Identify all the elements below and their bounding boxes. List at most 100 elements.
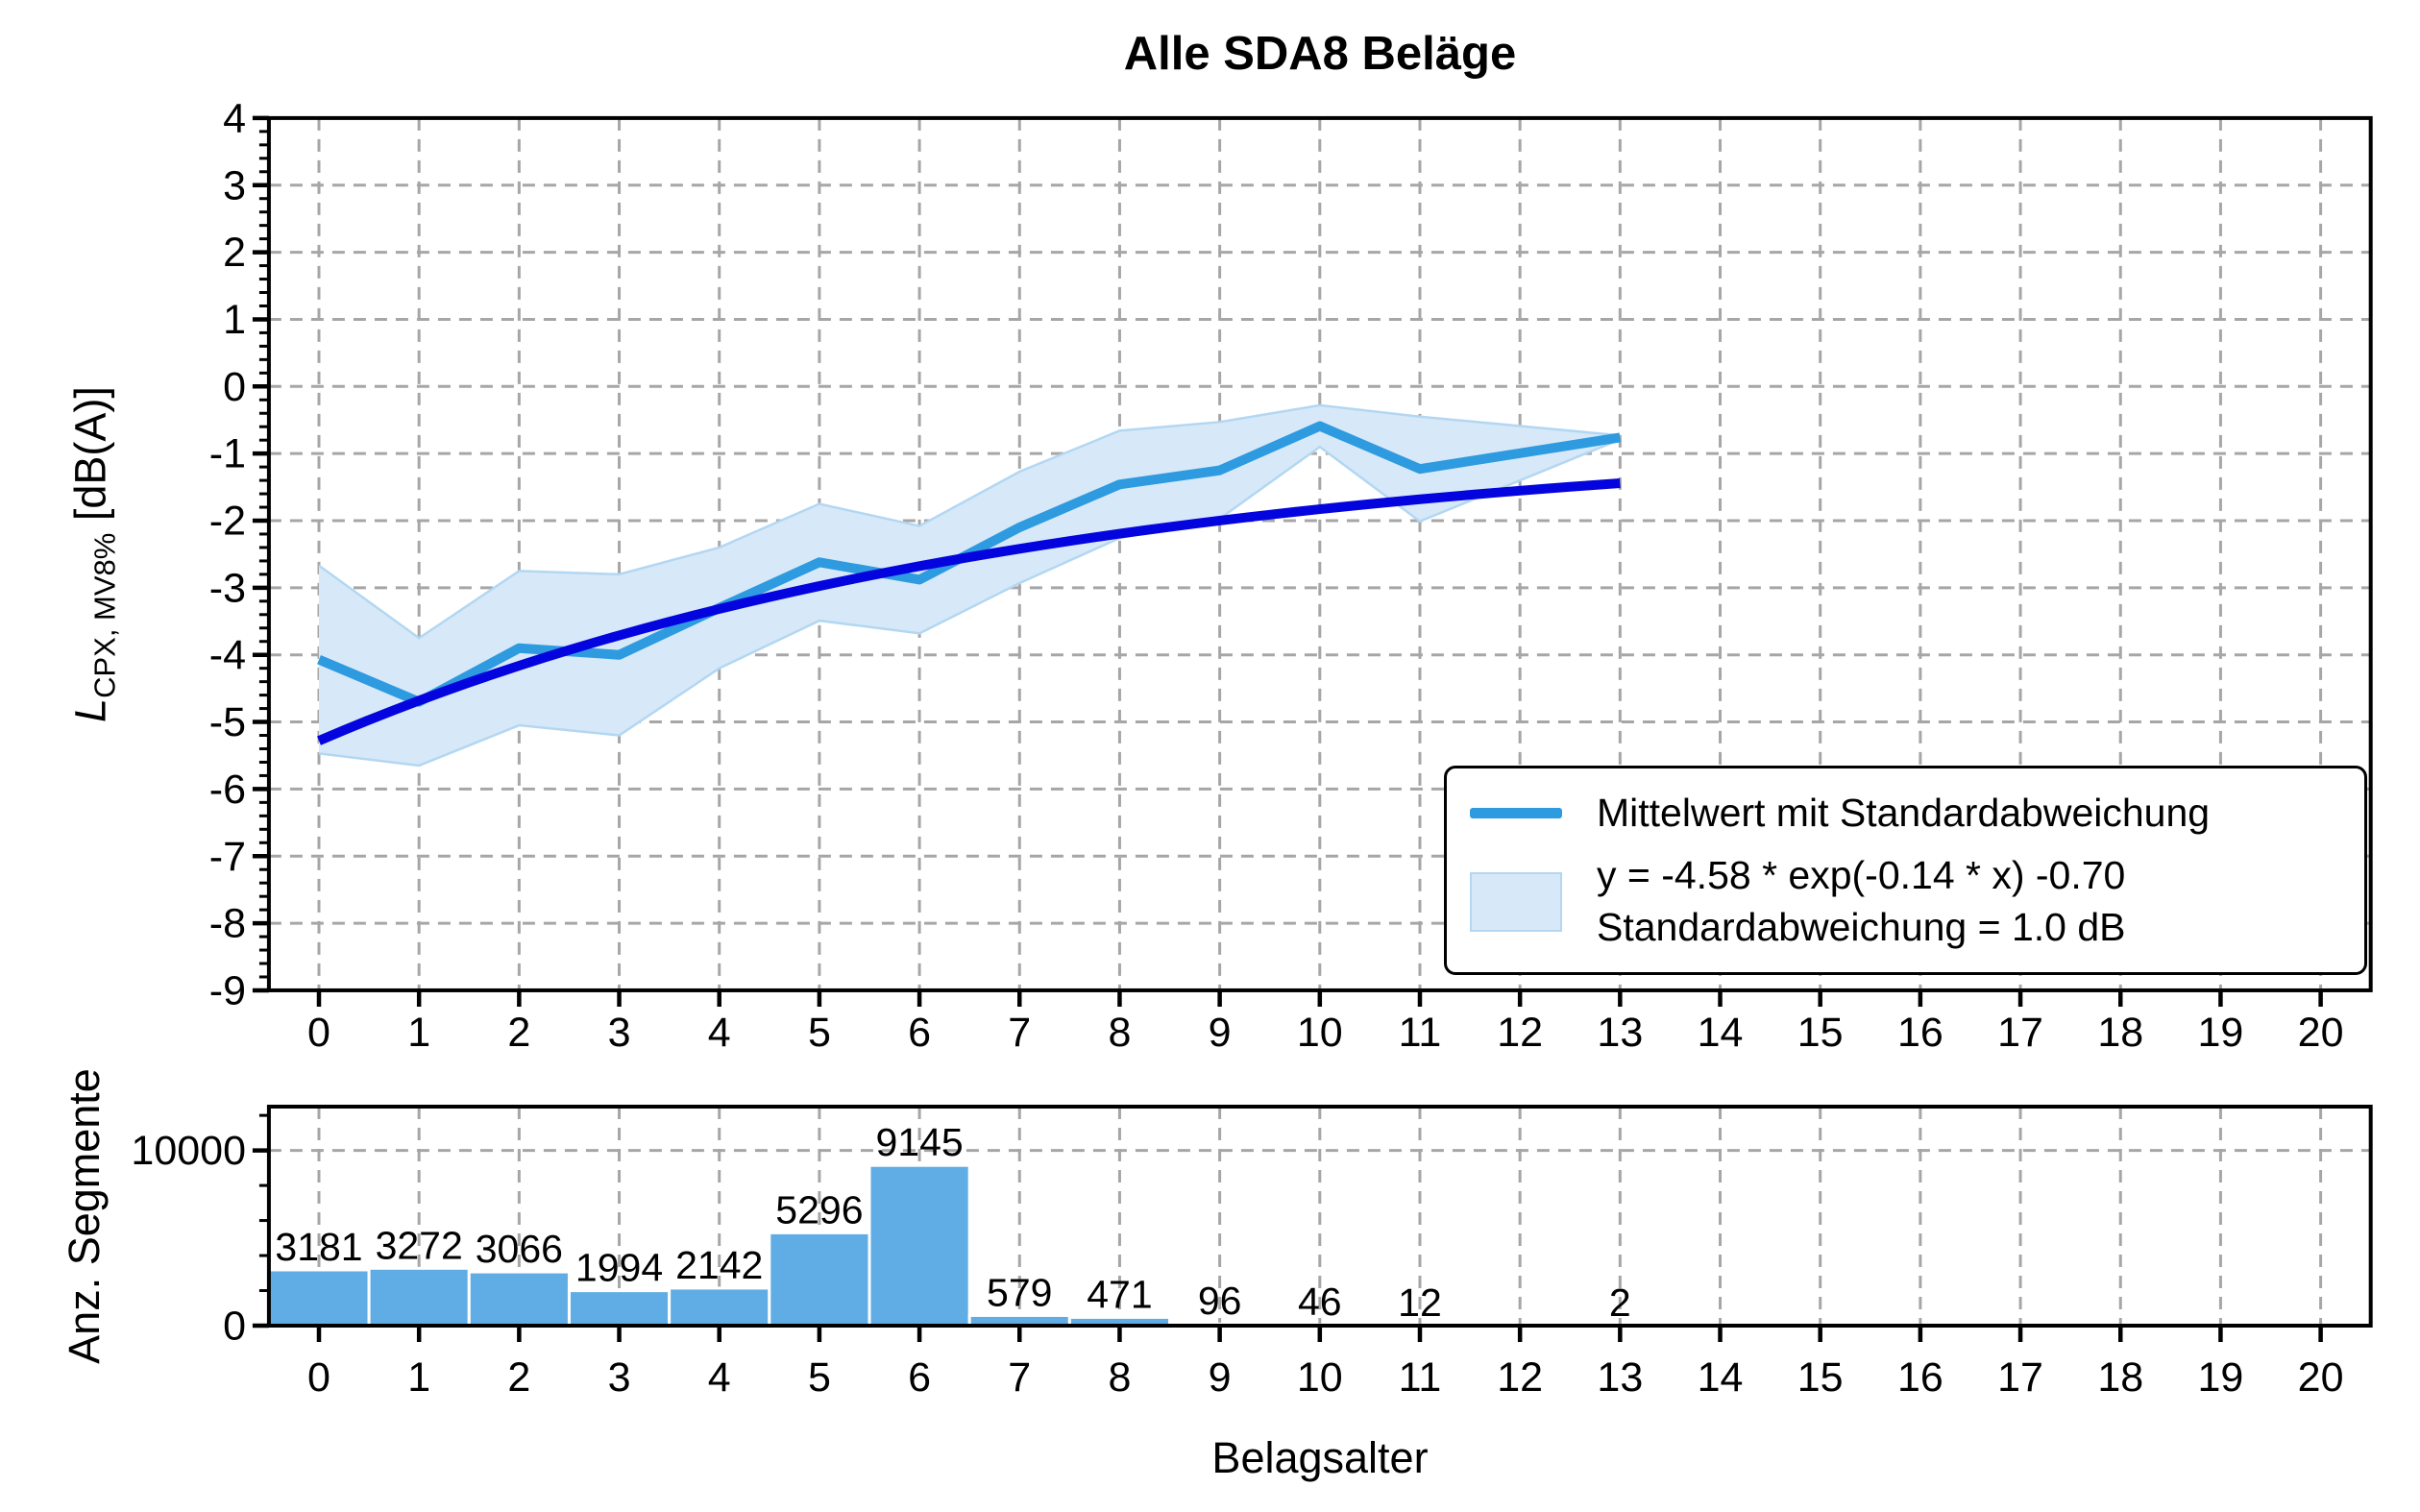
legend-row-mean: Mittelwert mit Standardabweichung <box>1470 788 2341 839</box>
bottom-ticks <box>252 1113 2323 1342</box>
bar-value-label: 2142 <box>675 1243 763 1287</box>
top-x-tick-label: 8 <box>1108 1010 1131 1056</box>
bottom-x-tick-label: 2 <box>507 1354 530 1401</box>
top-y-tick-label: -2 <box>209 499 246 545</box>
top-x-tick-label: 14 <box>1698 1010 1744 1056</box>
top-y-tick-label: 2 <box>223 230 246 276</box>
bar-value-label: 3181 <box>275 1225 362 1269</box>
top-y-tick-label: -5 <box>209 699 246 745</box>
bar <box>868 1163 971 1328</box>
legend-mean-label: Mittelwert mit Standardabweichung <box>1597 791 2211 836</box>
top-y-tick-label: -1 <box>209 431 246 477</box>
bottom-x-tick-label: 19 <box>2197 1354 2243 1401</box>
bottom-x-tick-label: 20 <box>2298 1354 2344 1401</box>
bottom-grid <box>268 1107 2371 1326</box>
top-x-tick-label: 15 <box>1797 1010 1844 1056</box>
legend-fit-std: Standardabweichung = 1.0 dB <box>1597 904 2126 949</box>
top-x-tick-label: 13 <box>1597 1010 1643 1056</box>
bottom-x-tick-label: 17 <box>1997 1354 2043 1401</box>
top-x-tick-label: 7 <box>1008 1010 1031 1056</box>
top-x-tick-label: 19 <box>2197 1010 2243 1056</box>
top-x-tick-label: 10 <box>1297 1010 1343 1056</box>
top-y-tick-label: 1 <box>223 297 246 343</box>
ylabel-subscript: CPX, MV8% <box>87 532 122 698</box>
bottom-y-tick-label: 10000 <box>131 1128 246 1174</box>
bottom-y-axis-label: Anz. Segmente <box>60 1068 109 1364</box>
bar <box>267 1268 371 1328</box>
bar-value-label: 579 <box>987 1270 1052 1314</box>
bar-value-label: 46 <box>1298 1280 1342 1324</box>
top-y-tick-label: 3 <box>223 162 246 208</box>
bottom-x-tick-label: 5 <box>808 1354 831 1401</box>
top-x-tick-label: 4 <box>708 1010 731 1056</box>
legend: Mittelwert mit Standardabweichung y = -4… <box>1444 766 2367 975</box>
x-axis-label: Belagsalter <box>1211 1433 1429 1482</box>
top-x-tick-label: 0 <box>307 1010 330 1056</box>
bottom-x-tick-label: 16 <box>1897 1354 1943 1401</box>
top-ticks <box>252 115 2323 1007</box>
bottom-x-tick-label: 1 <box>407 1354 430 1401</box>
bottom-x-tick-label: 13 <box>1597 1354 1643 1401</box>
bottom-x-tick-label: 15 <box>1797 1354 1844 1401</box>
top-x-tick-label: 1 <box>407 1010 430 1056</box>
top-x-tick-label: 17 <box>1997 1010 2043 1056</box>
bottom-x-tick-label: 6 <box>908 1354 931 1401</box>
ylabel-symbol: L <box>65 697 115 722</box>
top-y-tick-label: -4 <box>209 632 246 678</box>
legend-fit-formula: y = -4.58 * exp(-0.14 * x) -0.70 <box>1597 853 2126 898</box>
top-y-tick-label: -9 <box>209 967 246 1013</box>
bar-value-label: 3272 <box>376 1223 463 1267</box>
top-x-tick-label: 3 <box>608 1010 631 1056</box>
bottom-x-tick-label: 9 <box>1209 1354 1232 1401</box>
bar-value-label: 2 <box>1609 1280 1631 1325</box>
bottom-x-tick-label: 3 <box>608 1354 631 1401</box>
bottom-x-tick-label: 12 <box>1497 1354 1543 1401</box>
std-band <box>319 404 1621 766</box>
legend-fit-label: y = -4.58 * exp(-0.14 * x) -0.70 Standar… <box>1597 850 2126 953</box>
bar <box>668 1286 771 1328</box>
bottom-y-tick-label: 0 <box>223 1304 246 1350</box>
bar <box>768 1231 871 1328</box>
bar-value-label: 5296 <box>775 1187 863 1232</box>
top-y-tick-label: -6 <box>209 767 246 813</box>
top-x-tick-label: 16 <box>1897 1010 1943 1056</box>
bottom-x-tick-label: 18 <box>2097 1354 2143 1401</box>
bottom-x-tick-label: 11 <box>1399 1354 1442 1401</box>
bar <box>567 1289 672 1328</box>
bar-value-label: 3066 <box>476 1227 563 1271</box>
top-y-tick-label: -8 <box>209 901 246 947</box>
std-band-upper-edge <box>318 403 1621 640</box>
top-x-tick-label: 6 <box>908 1010 931 1056</box>
bar-value-label: 471 <box>1087 1272 1152 1316</box>
fit-line <box>317 478 1621 745</box>
bar <box>367 1266 471 1328</box>
bottom-x-tick-label: 0 <box>307 1354 330 1401</box>
top-y-tick-label: 0 <box>223 364 246 410</box>
chart-title: Alle SDA8 Beläge <box>1123 28 1517 80</box>
top-y-axis-label: LCPX, MV8% [dB(A)] <box>66 386 123 722</box>
legend-mean-line-swatch <box>1470 808 1562 819</box>
bottom-x-tick-label: 10 <box>1297 1354 1343 1401</box>
ylabel-unit: [dB(A)] <box>65 386 115 522</box>
top-y-tick-label: -3 <box>209 565 246 611</box>
top-x-tick-label: 5 <box>808 1010 831 1056</box>
bar-value-label: 12 <box>1398 1280 1442 1325</box>
top-y-tick-label: -7 <box>209 834 246 880</box>
top-y-tick-label: 4 <box>223 95 246 141</box>
top-x-tick-label: 2 <box>507 1010 530 1056</box>
bottom-x-tick-label: 14 <box>1698 1354 1744 1401</box>
bottom-x-tick-label: 7 <box>1008 1354 1031 1401</box>
bar-value-label: 1994 <box>575 1246 663 1290</box>
mean-line <box>317 421 1622 707</box>
bar <box>467 1270 571 1328</box>
legend-row-fit: y = -4.58 * exp(-0.14 * x) -0.70 Standar… <box>1470 850 2341 953</box>
legend-band-swatch <box>1470 871 1562 932</box>
top-x-tick-label: 18 <box>2097 1010 2143 1056</box>
bottom-x-tick-label: 4 <box>708 1354 731 1401</box>
bar-value-label: 96 <box>1198 1279 1242 1323</box>
bottom-x-tick-label: 8 <box>1108 1354 1131 1401</box>
bar-value-label: 9145 <box>875 1120 963 1164</box>
